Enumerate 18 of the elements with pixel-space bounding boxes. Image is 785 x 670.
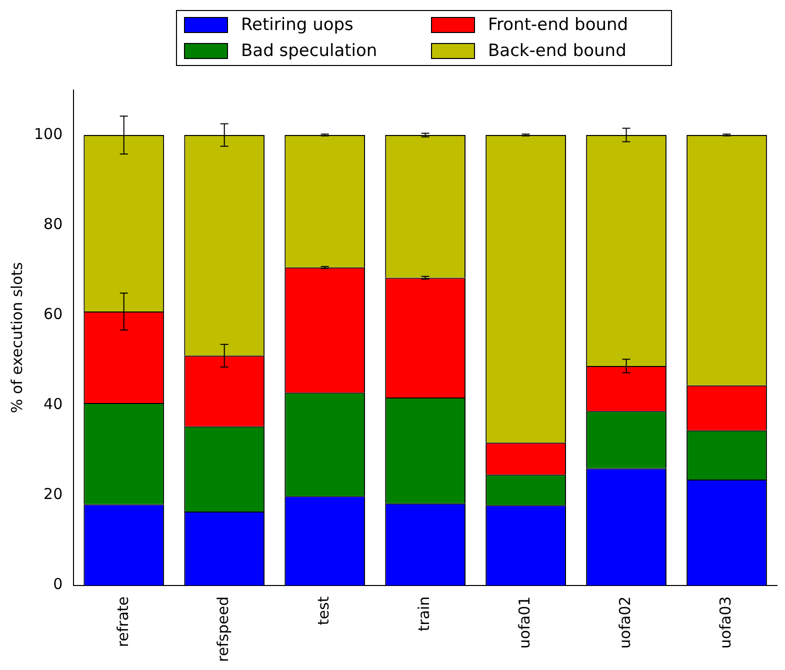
- legend-label: Back-end bound: [488, 41, 626, 61]
- x-tick-label: test: [314, 596, 333, 626]
- x-tick-label: uofa03: [716, 596, 735, 649]
- y-tick-label: 20: [44, 485, 63, 504]
- y-tick-label: 60: [44, 305, 63, 324]
- y-tick-label: 40: [44, 395, 63, 414]
- legend-label: Bad speculation: [241, 41, 378, 61]
- legend-label: Retiring uops: [241, 15, 354, 35]
- legend-label: Front-end bound: [488, 15, 628, 35]
- x-tick-label: train: [415, 596, 434, 632]
- y-tick-label: 0: [53, 575, 63, 594]
- x-tick-label: uofa02: [616, 596, 634, 649]
- y-axis-title: % of execution slots: [8, 262, 26, 414]
- x-tick-label: refrate: [114, 596, 132, 648]
- x-tick-label: uofa01: [516, 596, 534, 649]
- y-tick-label: 100: [34, 124, 63, 143]
- y-tick-label: 80: [44, 214, 63, 233]
- x-tick-label: refspeed: [214, 596, 232, 662]
